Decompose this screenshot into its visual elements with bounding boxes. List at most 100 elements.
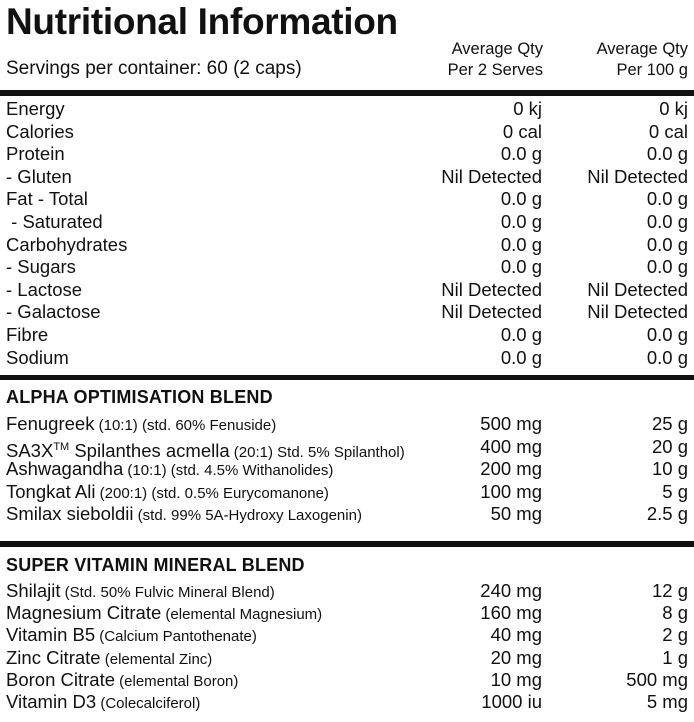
ingredient-per-serve: 50 mg [490, 503, 542, 525]
ingredient-name: Tongkat Ali [6, 480, 96, 502]
ingredient-label: Tongkat Ali (200:1) (std. 0.5% Eurycoman… [6, 481, 329, 505]
section-divider [0, 90, 694, 96]
nutrient-label: - Lactose [6, 278, 83, 300]
column-header-per-serve-line1: Average Qty [451, 40, 543, 58]
ingredient-per-serve: 240 mg [480, 580, 542, 601]
ingredient-note: (Std. 50% Fulvic Mineral Blend) [60, 584, 275, 601]
nutrient-label: Energy [6, 98, 65, 119]
nutrient-per-100g: 0.0 g [646, 143, 688, 165]
nutrient-per-serve: 0.0 g [500, 323, 542, 345]
nutrient-label: - Saturated [6, 210, 103, 232]
ingredient-label: SA3XTM Spilanthes acmella (20:1) Std. 5%… [6, 436, 405, 464]
column-header-per-100g: Average Qty Per 100 g [597, 39, 688, 81]
ingredient-row: Zinc Citrate (elemental Zinc) 20 mg 1 g [0, 647, 694, 669]
ingredient-name: SA3X [6, 439, 54, 461]
nutrient-per-100g: 0.0 g [646, 323, 688, 345]
nutrient-label: - Galactose [6, 301, 101, 323]
nutrient-per-serve: 0 kj [513, 98, 542, 119]
nutrient-per-serve: 0 cal [502, 120, 542, 142]
ingredient-per-serve: 20 mg [490, 646, 542, 668]
nutrient-per-100g: 0.0 g [646, 256, 688, 278]
nutrient-label: Carbohydrates [6, 233, 128, 255]
ingredient-name: Boron Citrate [6, 668, 115, 690]
nutrient-per-100g: 0 kj [659, 98, 688, 119]
ingredient-per-serve: 200 mg [480, 458, 542, 480]
nutrient-per-serve: 0.0 g [500, 210, 542, 232]
nutrient-per-serve: 0.0 g [500, 256, 542, 278]
nutrient-per-serve: 0.0 g [500, 346, 542, 368]
nutrient-row: - Gluten Nil Detected Nil Detected [0, 166, 694, 189]
ingredient-row: Shilajit (Std. 50% Fulvic Mineral Blend)… [0, 580, 694, 602]
nutrient-per-serve: 0.0 g [500, 143, 542, 165]
nutrient-per-100g: 0.0 g [646, 346, 688, 368]
ingredient-note: (Calcium Pantothenate) [95, 628, 257, 646]
nutrient-row: - Galactose Nil Detected Nil Detected [0, 301, 694, 324]
nutrient-per-serve: Nil Detected [441, 165, 542, 187]
ingredient-name: Magnesium Citrate [6, 602, 162, 624]
ingredient-per-100g: 25 g [651, 413, 688, 434]
nutrient-row: Calories 0 cal 0 cal [0, 121, 694, 144]
ingredient-name: Zinc Citrate [6, 646, 101, 668]
nutrient-per-serve: 0.0 g [500, 188, 542, 210]
nutrient-per-serve: Nil Detected [441, 301, 542, 323]
ingredient-row: Smilax sieboldii (std. 99% 5A-Hydroxy La… [0, 503, 694, 526]
section-divider [0, 541, 694, 547]
servings-per-container: Servings per container: 60 (2 caps) [6, 58, 302, 79]
ingredient-per-100g: 2.5 g [646, 503, 688, 525]
ingredient-per-100g: 8 g [662, 602, 688, 624]
ingredient-label: Vitamin D3 (Colecalciferol) [6, 691, 200, 715]
nutrient-label: Fat - Total [6, 188, 88, 210]
ingredient-per-100g: 500 mg [626, 668, 688, 690]
ingredient-per-100g: 2 g [662, 624, 688, 646]
column-header-per-100g-line1: Average Qty [596, 40, 688, 58]
nutrient-row: Fibre 0.0 g 0.0 g [0, 324, 694, 347]
ingredient-row: Tongkat Ali (200:1) (std. 0.5% Eurycoman… [0, 481, 694, 504]
ingredient-per-serve: 1000 iu [481, 690, 542, 712]
vitamin-blend-heading: SUPER VITAMIN MINERAL BLEND [6, 555, 305, 575]
ingredient-label: Magnesium Citrate (elemental Magnesium) [6, 602, 322, 626]
ingredient-name: Vitamin B5 [6, 624, 96, 646]
ingredient-note: (10:1) (std. 4.5% Withanolides) [123, 462, 334, 480]
ingredient-note: (200:1) (std. 0.5% Eurycomanone) [95, 484, 329, 502]
ingredient-per-100g: 10 g [651, 458, 688, 480]
section-divider [0, 375, 694, 380]
ingredient-row: Magnesium Citrate (elemental Magnesium) 1… [0, 602, 694, 624]
ingredient-name: Fenugreek [6, 413, 95, 434]
ingredient-name: Vitamin D3 [6, 690, 97, 712]
nutrient-per-100g: Nil Detected [587, 165, 688, 187]
ingredient-label: Ashwagandha (10:1) (std. 4.5% Withanolid… [6, 458, 333, 482]
ingredient-note: (Colecalciferol) [96, 694, 201, 712]
ingredient-name: Ashwagandha [6, 458, 124, 480]
nutrient-row: Protein 0.0 g 0.0 g [0, 143, 694, 166]
ingredient-name: Shilajit [6, 580, 61, 601]
trademark-mark: TM [53, 440, 70, 453]
ingredient-note: (20:1) Std. 5% Spilanthol) [229, 443, 405, 461]
ingredient-label: Boron Citrate (elemental Boron) [6, 669, 238, 693]
nutrient-per-100g: Nil Detected [587, 301, 688, 323]
ingredient-per-100g: 5 mg [646, 690, 688, 712]
nutrient-label: Protein [6, 143, 65, 165]
nutrition-table: Energy 0 kj 0 kj Calories 0 cal 0 cal Protei… [0, 98, 694, 369]
nutrient-row: - Sugars 0.0 g 0.0 g [0, 256, 694, 279]
ingredient-name-rest: Spilanthes acmella [69, 439, 230, 461]
ingredient-per-serve: 400 mg [480, 435, 542, 457]
nutrient-per-100g: 0.0 g [646, 210, 688, 232]
ingredient-note: (elemental Magnesium) [161, 606, 323, 624]
alpha-blend-heading: ALPHA OPTIMISATION BLEND [6, 387, 273, 407]
nutrient-label: Fibre [6, 323, 49, 345]
ingredient-note: (10:1) (std. 60% Fenuside) [94, 417, 277, 434]
ingredient-label: Shilajit (Std. 50% Fulvic Mineral Blend) [6, 580, 275, 604]
ingredient-row: Boron Citrate (elemental Boron) 10 mg 500 … [0, 669, 694, 691]
nutrient-label: - Sugars [6, 256, 76, 278]
nutrient-row: - Lactose Nil Detected Nil Detected [0, 279, 694, 302]
nutrient-row: - Saturated 0.0 g 0.0 g [0, 211, 694, 234]
column-header-per-serve: Average Qty Per 2 Serves [448, 39, 543, 81]
ingredient-per-100g: 12 g [651, 580, 688, 601]
column-header-per-serve-line2: Per 2 Serves [447, 61, 543, 79]
ingredient-note: (std. 99% 5A-Hydroxy Laxogenin) [133, 507, 362, 525]
ingredient-per-100g: 5 g [662, 480, 688, 502]
ingredient-per-100g: 1 g [662, 646, 688, 668]
ingredient-row: Vitamin D3 (Colecalciferol) 1000 iu 5 mg [0, 691, 694, 713]
ingredient-note: (elemental Zinc) [100, 650, 213, 668]
nutrient-row: Fat - Total 0.0 g 0.0 g [0, 188, 694, 211]
